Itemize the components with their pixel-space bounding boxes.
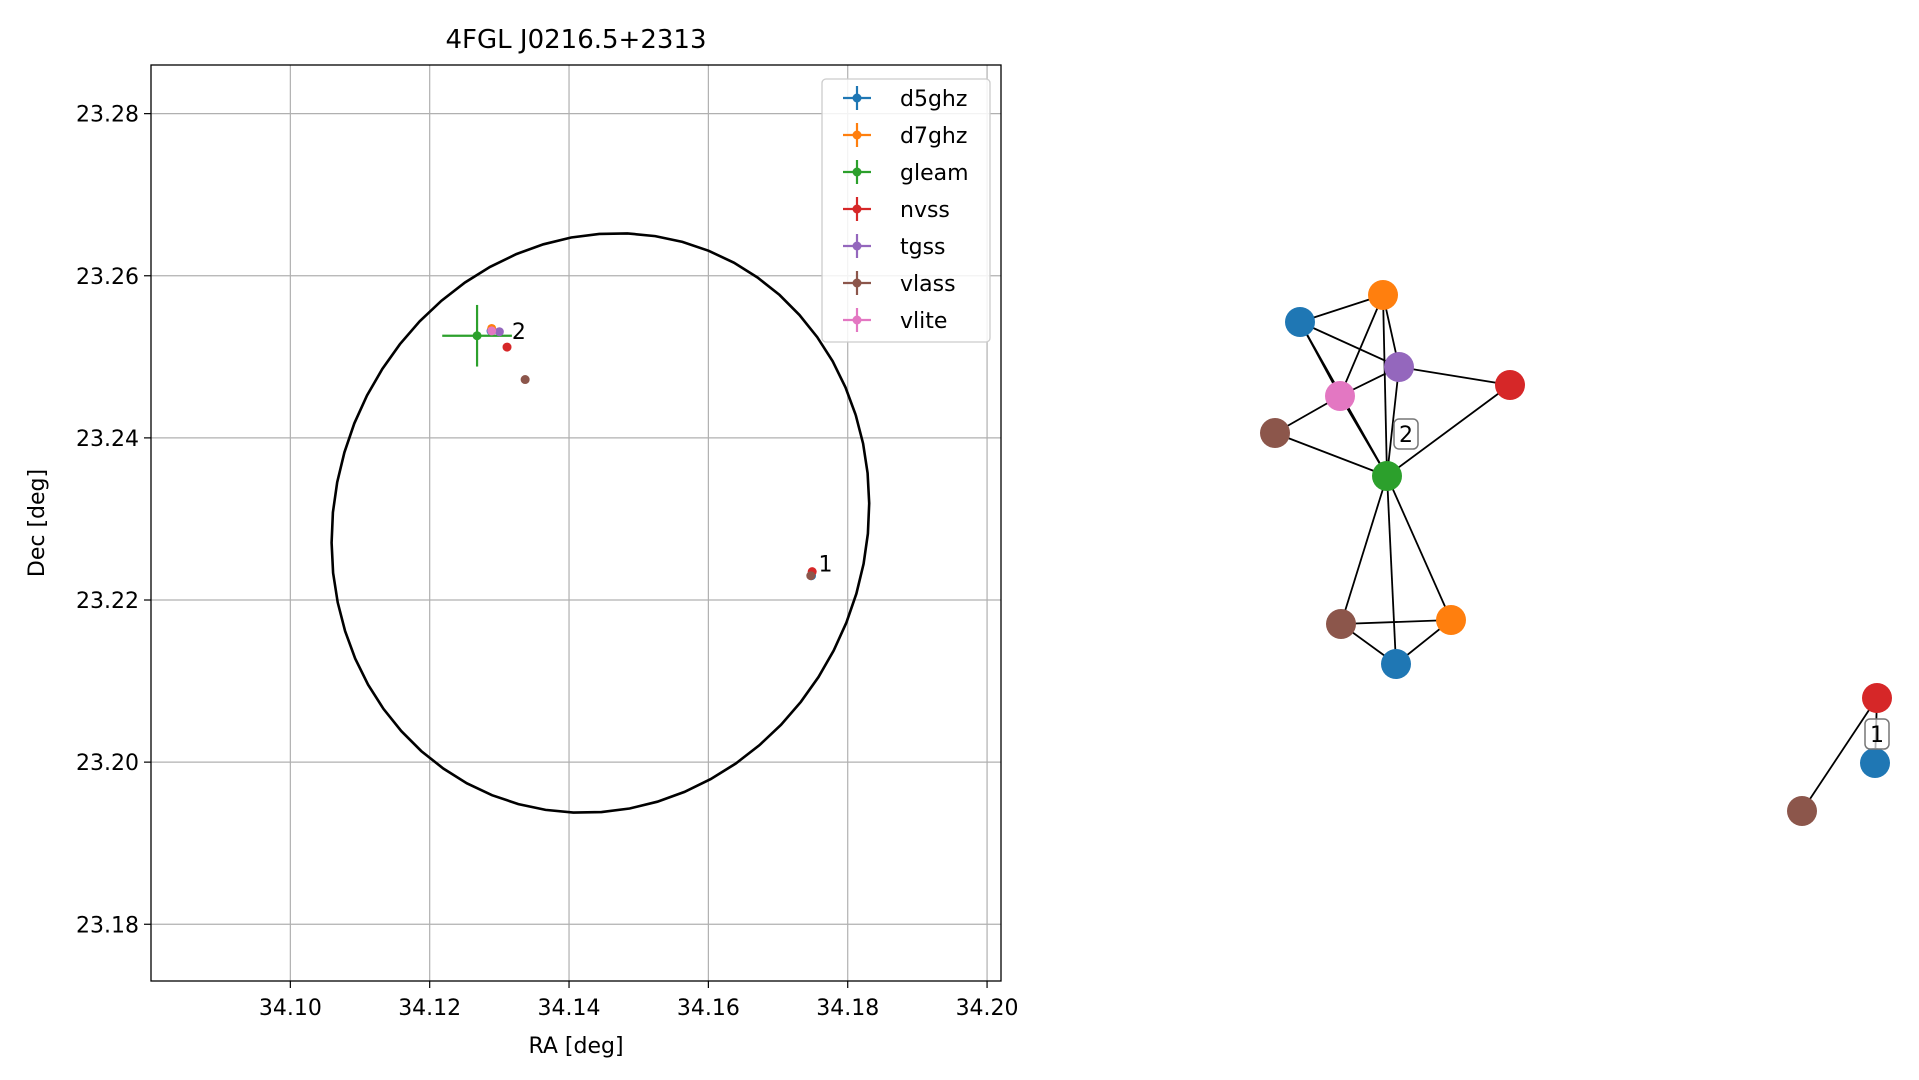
network-edge: [1339, 395, 1388, 477]
legend-entry-d5ghz: d5ghz: [843, 86, 967, 112]
x-tick-label: 34.12: [398, 996, 461, 1021]
marker: [502, 342, 512, 352]
network-panel: 21: [1260, 280, 1892, 826]
data-point-vlite: [487, 326, 497, 336]
ellipse-layer: [330, 232, 871, 814]
legend: d5ghz d7ghz gleam nvss tgss vlass vlite: [821, 78, 991, 343]
network-node-c2_d7ghz: [1368, 280, 1398, 310]
marker: [806, 571, 816, 581]
legend-entry-vlite: vlite: [843, 308, 947, 334]
legend-entry-d7ghz: d7ghz: [843, 123, 967, 149]
network-node-c2_gleam: [1372, 461, 1402, 491]
network-node-c1_vlass: [1787, 796, 1817, 826]
network-edge: [1386, 384, 1511, 477]
data-point-vlass: [520, 375, 530, 385]
legend-label: d7ghz: [900, 124, 967, 149]
network-node-c1_d5ghz: [1860, 748, 1890, 778]
marker: [520, 375, 530, 385]
cluster-label-frame: [1864, 718, 1890, 750]
legend-marker: [852, 315, 862, 325]
cluster-labels: 21: [1393, 418, 1890, 750]
legend-box: [821, 78, 991, 343]
legend-label: vlite: [900, 309, 947, 334]
network-edge: [1340, 619, 1452, 625]
legend-marker: [852, 167, 862, 177]
network-node-c2_d5ghz: [1285, 307, 1315, 337]
legend-marker: [852, 204, 862, 214]
cluster-label-text: 2: [1399, 423, 1413, 448]
x-tick-label: 34.10: [259, 996, 322, 1021]
axis-ticks: 34.10 34.12 34.14 34.16 34.18 34.20 23.18 23.20…: [76, 103, 1019, 1021]
network-edge: [1386, 366, 1400, 477]
network-node-c2_tgss: [1384, 352, 1414, 382]
legend-entry-tgss: tgss: [843, 234, 946, 260]
network-edge: [1339, 294, 1384, 397]
network-edge: [1382, 294, 1388, 477]
network-edge: [1299, 321, 1400, 368]
network-nodes: [1260, 280, 1892, 826]
marker: [472, 331, 482, 341]
annotations: 21: [512, 320, 833, 578]
legend-marker: [852, 278, 862, 288]
network-node-c2_vlass_b: [1326, 609, 1356, 639]
data-points: [442, 304, 817, 581]
y-axis-label: Dec [deg]: [25, 469, 50, 577]
legend-marker: [852, 130, 862, 140]
data-point-nvss: [502, 342, 512, 352]
cluster-annotation: 2: [512, 320, 526, 345]
network-edge: [1386, 475, 1452, 621]
y-tick-label: 23.24: [76, 427, 139, 452]
legend-marker: [852, 93, 862, 103]
marker: [494, 327, 504, 337]
legend-marker: [852, 241, 862, 251]
network-node-c2_vlite: [1325, 381, 1355, 411]
y-tick-label: 23.22: [76, 589, 139, 614]
network-node-c2_nvss: [1495, 370, 1525, 400]
y-tick-label: 23.26: [76, 265, 139, 290]
cluster-label-frame: [1393, 418, 1419, 450]
x-tick-label: 34.20: [956, 996, 1019, 1021]
y-tick-label: 23.20: [76, 751, 139, 776]
legend-entry-vlass: vlass: [843, 271, 956, 297]
network-node-c2_d5ghz_b: [1381, 649, 1411, 679]
marker: [487, 326, 497, 336]
x-tick-label: 34.18: [816, 996, 879, 1021]
x-tick-label: 34.14: [538, 996, 601, 1021]
y-tick-label: 23.28: [76, 103, 139, 128]
y-tick-label: 23.18: [76, 913, 139, 938]
cluster-label-box: 2: [1393, 418, 1419, 450]
x-axis-label: RA [deg]: [528, 1034, 623, 1059]
cluster-label-text: 1: [1870, 723, 1884, 748]
network-edge: [1340, 475, 1388, 625]
axes-frame: [150, 64, 1002, 982]
data-point-vlass: [806, 571, 816, 581]
data-point-tgss: [494, 327, 504, 337]
legend-entry-gleam: gleam: [843, 160, 969, 186]
cluster-label-box: 1: [1864, 718, 1890, 750]
network-node-c1_nvss: [1862, 683, 1892, 713]
legend-label: nvss: [900, 198, 950, 223]
network-edge: [1398, 366, 1511, 386]
legend-label: tgss: [900, 235, 946, 260]
legend-label: vlass: [900, 272, 956, 297]
legend-label: d5ghz: [900, 87, 967, 112]
network-edge: [1274, 432, 1388, 477]
scatter-panel: 21 34.10 34.12 34.14 34.16 34.18 34.2023.1823…: [25, 25, 1019, 1059]
network-edge: [1386, 475, 1397, 665]
cluster-annotation: 1: [818, 553, 832, 578]
chart-title: 4FGL J0216.5+2313: [446, 25, 707, 55]
legend-label: gleam: [900, 161, 969, 186]
x-tick-label: 34.16: [677, 996, 740, 1021]
localization-ellipse: [330, 232, 871, 814]
legend-entry-nvss: nvss: [843, 197, 950, 223]
network-node-c2_vlass: [1260, 418, 1290, 448]
network-edge: [1801, 697, 1878, 812]
network-node-c2_d7ghz_b: [1436, 605, 1466, 635]
